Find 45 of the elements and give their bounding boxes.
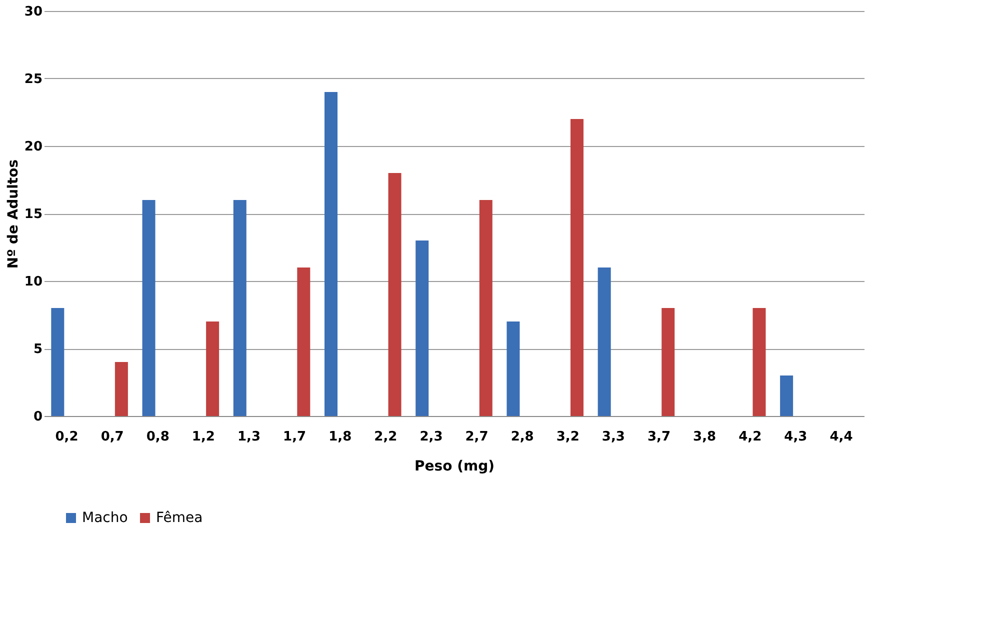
y-tick-label: 5 bbox=[33, 342, 42, 357]
x-tick-label: 1,3 bbox=[237, 430, 261, 444]
x-tick-label: 4,4 bbox=[830, 430, 853, 444]
y-axis-title: Nº de Adultos bbox=[5, 159, 22, 269]
bar bbox=[51, 308, 64, 416]
x-axis-title: Peso (mg) bbox=[414, 458, 494, 474]
x-tick-label: 4,2 bbox=[738, 430, 762, 444]
x-tick-label: 3,8 bbox=[693, 430, 716, 444]
x-tick-label: 3,3 bbox=[602, 430, 625, 444]
bar bbox=[598, 268, 611, 416]
x-tick-label: 3,7 bbox=[647, 430, 671, 444]
x-tick-label: 2,8 bbox=[510, 430, 534, 444]
bar bbox=[780, 376, 794, 416]
bar bbox=[506, 322, 520, 416]
y-tick-label: 30 bbox=[24, 4, 42, 20]
x-tick-label: 4,3 bbox=[784, 430, 808, 444]
y-tick-label: 25 bbox=[24, 72, 42, 87]
x-tick-label: 0,8 bbox=[146, 430, 170, 444]
y-tick-label: 10 bbox=[24, 274, 42, 290]
x-tick-label: 0,7 bbox=[100, 430, 124, 444]
bar bbox=[206, 322, 220, 416]
x-tick-label: 2,2 bbox=[374, 430, 398, 444]
bar bbox=[388, 173, 402, 416]
y-tick-label: 0 bbox=[33, 410, 42, 424]
x-tick-label: 2,3 bbox=[420, 430, 443, 444]
bar bbox=[142, 200, 156, 416]
y-tick-label: 15 bbox=[24, 207, 42, 222]
legend-label: Macho bbox=[82, 510, 128, 526]
y-tick-label: 20 bbox=[24, 140, 42, 154]
bar bbox=[416, 240, 429, 416]
bar bbox=[324, 92, 338, 416]
x-tick-label: 1,8 bbox=[328, 430, 352, 444]
x-tick-label: 0,2 bbox=[55, 430, 78, 444]
bar bbox=[752, 308, 766, 416]
x-tick-label: 1,2 bbox=[192, 430, 215, 444]
x-tick-label: 2,7 bbox=[465, 430, 488, 444]
bar bbox=[297, 268, 310, 416]
bar bbox=[114, 362, 128, 416]
bar bbox=[479, 200, 492, 416]
bar bbox=[570, 119, 584, 416]
bar bbox=[662, 308, 675, 416]
bar bbox=[233, 200, 246, 416]
x-tick-label: 1,7 bbox=[283, 430, 306, 444]
x-tick-label: 3,2 bbox=[556, 430, 580, 444]
legend-label: Fêmea bbox=[156, 510, 203, 526]
